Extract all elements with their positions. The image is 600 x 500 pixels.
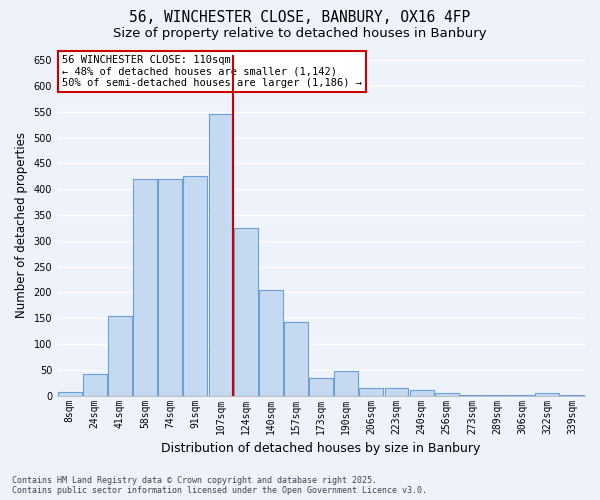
- Bar: [284, 322, 308, 396]
- Bar: [309, 378, 333, 396]
- Bar: [58, 392, 82, 396]
- Bar: [209, 114, 232, 396]
- Bar: [334, 371, 358, 396]
- Bar: [259, 290, 283, 396]
- Bar: [158, 179, 182, 396]
- Bar: [359, 388, 383, 396]
- Bar: [184, 176, 207, 396]
- Text: Contains HM Land Registry data © Crown copyright and database right 2025.
Contai: Contains HM Land Registry data © Crown c…: [12, 476, 427, 495]
- Bar: [83, 374, 107, 396]
- Bar: [460, 394, 484, 396]
- Bar: [410, 390, 434, 396]
- Bar: [385, 388, 409, 396]
- Bar: [133, 179, 157, 396]
- Y-axis label: Number of detached properties: Number of detached properties: [15, 132, 28, 318]
- Text: 56 WINCHESTER CLOSE: 110sqm
← 48% of detached houses are smaller (1,142)
50% of : 56 WINCHESTER CLOSE: 110sqm ← 48% of det…: [62, 55, 362, 88]
- Text: Size of property relative to detached houses in Banbury: Size of property relative to detached ho…: [113, 28, 487, 40]
- Text: 56, WINCHESTER CLOSE, BANBURY, OX16 4FP: 56, WINCHESTER CLOSE, BANBURY, OX16 4FP: [130, 10, 470, 25]
- Bar: [510, 394, 534, 396]
- X-axis label: Distribution of detached houses by size in Banbury: Distribution of detached houses by size …: [161, 442, 481, 455]
- Bar: [435, 393, 458, 396]
- Bar: [108, 316, 132, 396]
- Bar: [485, 394, 509, 396]
- Bar: [535, 393, 559, 396]
- Bar: [560, 394, 584, 396]
- Bar: [233, 228, 257, 396]
